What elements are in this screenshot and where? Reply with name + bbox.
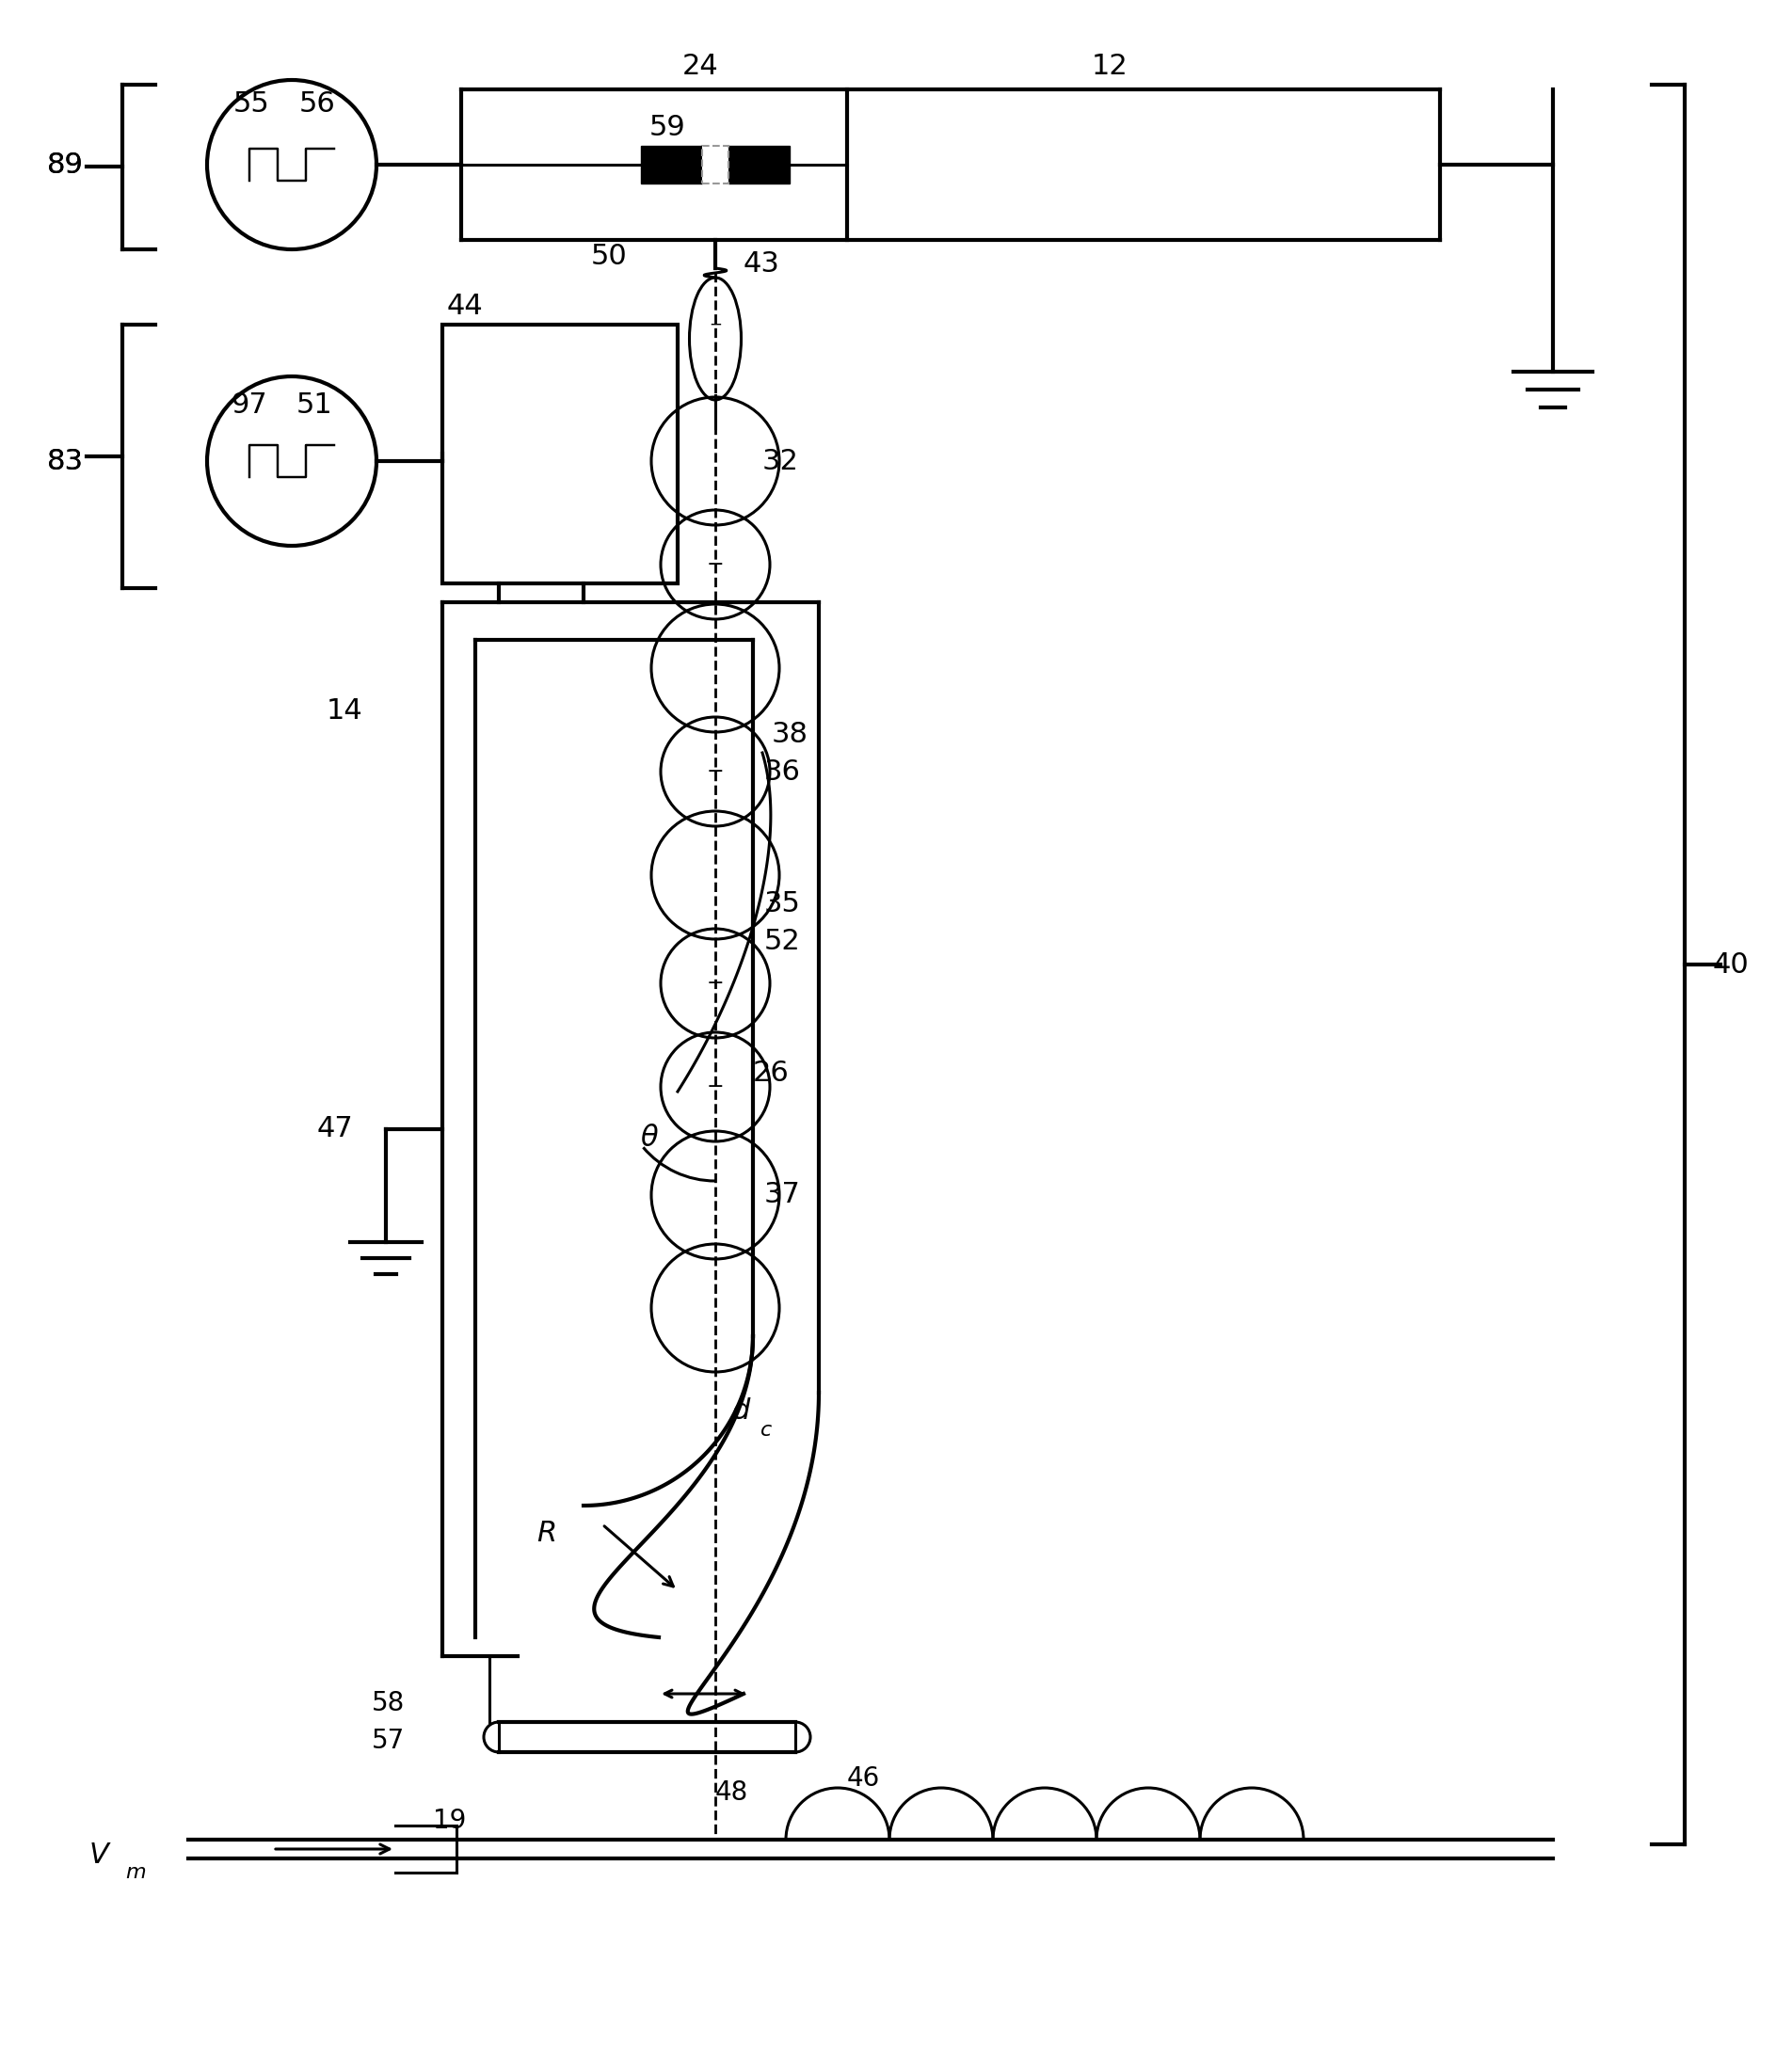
Text: 19: 19 [434,1808,466,1835]
Text: −: − [710,317,722,333]
Text: 51: 51 [296,391,333,418]
Text: 57: 57 [371,1728,405,1755]
Text: −: − [706,973,724,994]
Text: −: − [706,763,724,782]
Text: 24: 24 [683,51,719,80]
Text: 43: 43 [744,249,780,278]
Text: 44: 44 [446,292,484,319]
Text: 38: 38 [772,720,808,747]
Text: 14: 14 [326,697,362,724]
Text: 12: 12 [1091,51,1129,80]
Text: −: − [706,555,724,574]
Text: 55: 55 [233,91,271,117]
Bar [642,146,702,183]
Text: 36: 36 [763,757,801,786]
Bar [729,146,790,183]
Text: 37: 37 [763,1181,801,1210]
Text: m: m [125,1864,145,1882]
Text: 59: 59 [649,113,686,140]
Text: 52: 52 [763,928,801,954]
Text: R: R [536,1520,557,1547]
Text: 26: 26 [753,1059,790,1086]
Text: 50: 50 [591,243,627,269]
Text: d: d [733,1399,751,1426]
Text: 83: 83 [47,448,84,475]
Text: θ: θ [640,1125,658,1152]
Text: 58: 58 [371,1691,405,1716]
Text: 83: 83 [47,448,84,475]
Bar [702,146,729,183]
Text: −: − [706,1078,724,1096]
Text: 89: 89 [47,150,84,179]
Text: 97: 97 [231,391,267,418]
Text: 35: 35 [763,891,801,917]
Text: 46: 46 [848,1765,880,1792]
Text: 40: 40 [1713,950,1749,979]
Text: V: V [90,1841,109,1870]
Text: 48: 48 [715,1779,749,1806]
Text: c: c [760,1421,772,1440]
Bar [443,325,677,584]
Text: 47: 47 [317,1115,353,1144]
Text: 56: 56 [299,91,335,117]
Text: 89: 89 [47,150,84,179]
Text: 32: 32 [762,448,799,475]
